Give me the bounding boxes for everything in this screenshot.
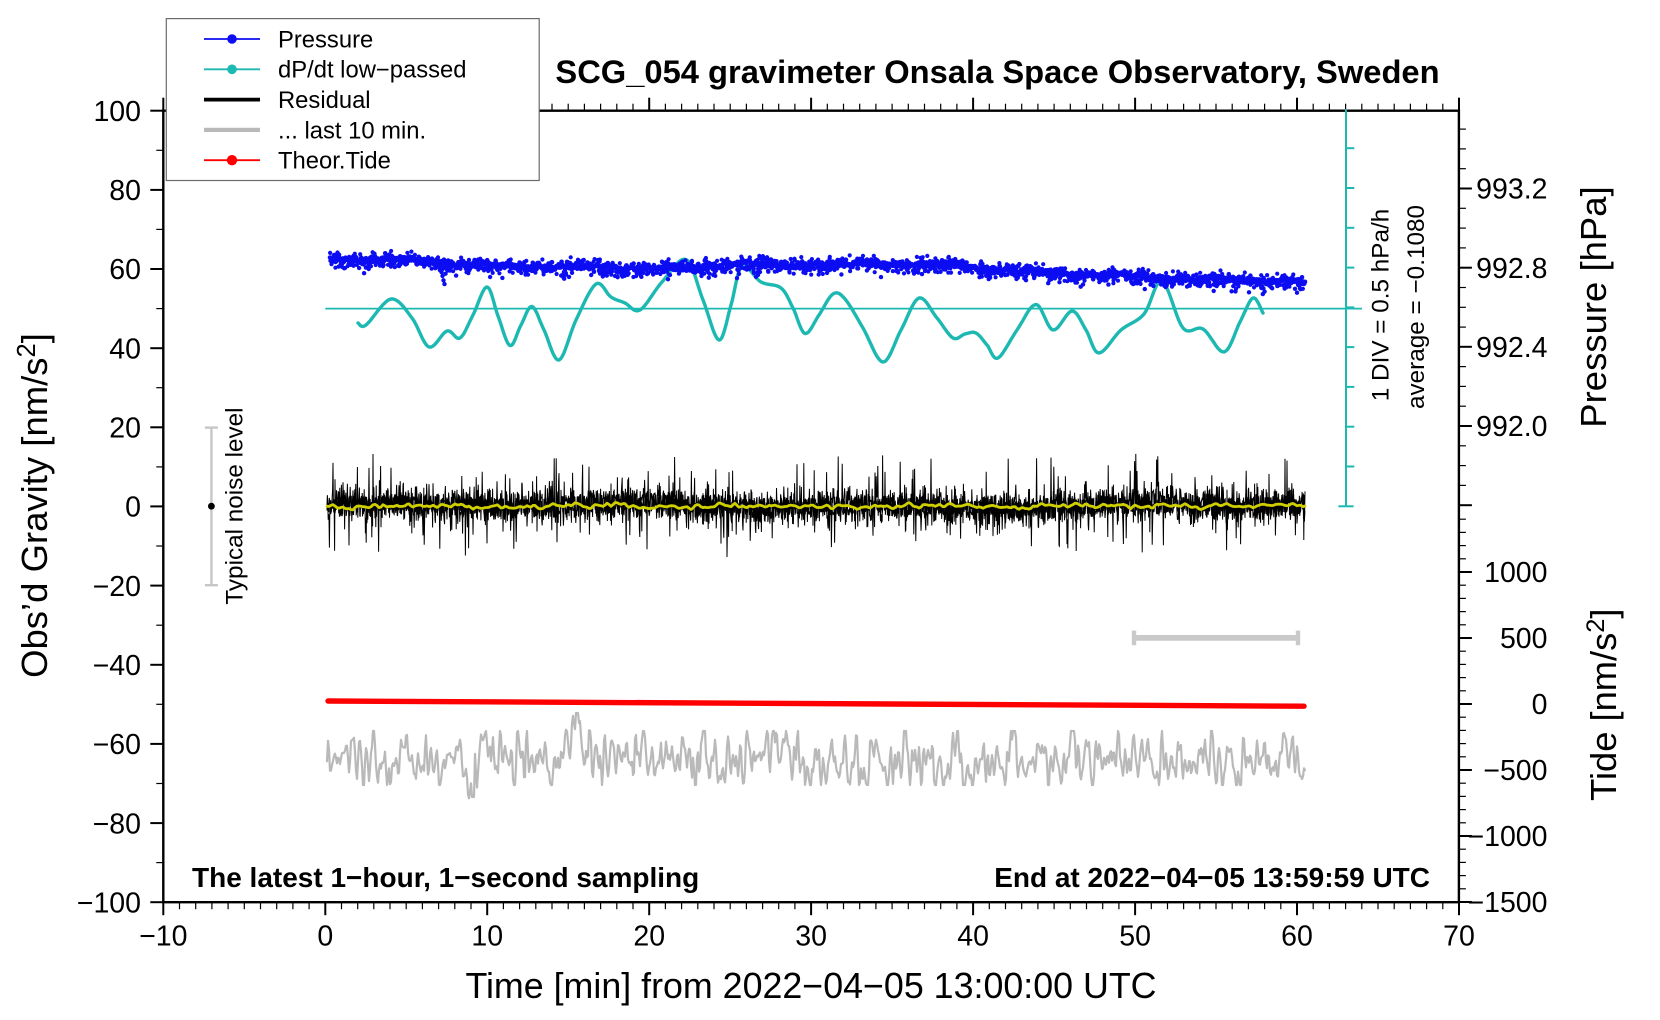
svg-text:Theor.Tide: Theor.Tide — [278, 148, 391, 175]
svg-text:... last 10 min.: ... last 10 min. — [278, 117, 426, 144]
svg-text:992.8: 992.8 — [1476, 253, 1547, 285]
svg-text:40: 40 — [957, 921, 989, 953]
svg-text:−40: −40 — [93, 650, 141, 682]
svg-text:Time [min] from 2022−04−05 13:: Time [min] from 2022−04−05 13:00:00 UTC — [465, 966, 1156, 1006]
svg-text:−80: −80 — [93, 808, 141, 840]
svg-text:70: 70 — [1443, 921, 1475, 953]
svg-text:−1500: −1500 — [1467, 887, 1547, 919]
svg-text:993.2: 993.2 — [1476, 174, 1547, 206]
svg-text:0: 0 — [125, 492, 141, 524]
svg-text:1 DIV = 0.5 hPa/h: 1 DIV = 0.5 hPa/h — [1368, 209, 1395, 401]
svg-text:Pressure: Pressure — [278, 26, 373, 53]
svg-text:End at 2022−04−05 13:59:59 UTC: End at 2022−04−05 13:59:59 UTC — [994, 862, 1430, 893]
svg-text:20: 20 — [633, 921, 665, 953]
svg-text:dP/dt low−passed: dP/dt low−passed — [278, 57, 467, 84]
svg-text:60: 60 — [109, 254, 141, 286]
svg-text:60: 60 — [1281, 921, 1313, 953]
svg-text:−20: −20 — [93, 571, 141, 603]
svg-text:−500: −500 — [1483, 755, 1547, 787]
svg-text:The latest 1−hour, 1−second sa: The latest 1−hour, 1−second sampling — [192, 862, 699, 893]
svg-text:80: 80 — [109, 175, 141, 207]
svg-text:−100: −100 — [77, 887, 141, 919]
svg-text:10: 10 — [471, 921, 503, 953]
svg-text:Typical noise level: Typical noise level — [222, 407, 249, 604]
svg-text:Obs’d Gravity [nm/s2]: Obs’d Gravity [nm/s2] — [13, 333, 55, 678]
svg-text:992.0: 992.0 — [1476, 411, 1547, 443]
svg-text:average = −0.1080: average = −0.1080 — [1403, 205, 1430, 409]
svg-text:992.4: 992.4 — [1476, 332, 1547, 364]
svg-text:20: 20 — [109, 413, 141, 445]
svg-text:Pressure [hPa]: Pressure [hPa] — [1573, 186, 1614, 427]
svg-text:1000: 1000 — [1484, 557, 1547, 589]
svg-text:0: 0 — [1532, 689, 1548, 721]
svg-text:Tide [nm/s2]: Tide [nm/s2] — [1582, 609, 1624, 801]
svg-text:50: 50 — [1119, 921, 1151, 953]
svg-text:500: 500 — [1500, 623, 1548, 655]
svg-text:SCG_054 gravimeter Onsala Spac: SCG_054 gravimeter Onsala Space Observat… — [555, 53, 1439, 90]
svg-text:−60: −60 — [93, 729, 141, 761]
svg-text:40: 40 — [109, 333, 141, 365]
svg-text:−1000: −1000 — [1467, 821, 1547, 853]
svg-text:100: 100 — [93, 96, 141, 128]
svg-text:0: 0 — [317, 921, 333, 953]
svg-text:30: 30 — [795, 921, 827, 953]
svg-text:−10: −10 — [139, 921, 187, 953]
svg-text:Residual: Residual — [278, 87, 371, 114]
